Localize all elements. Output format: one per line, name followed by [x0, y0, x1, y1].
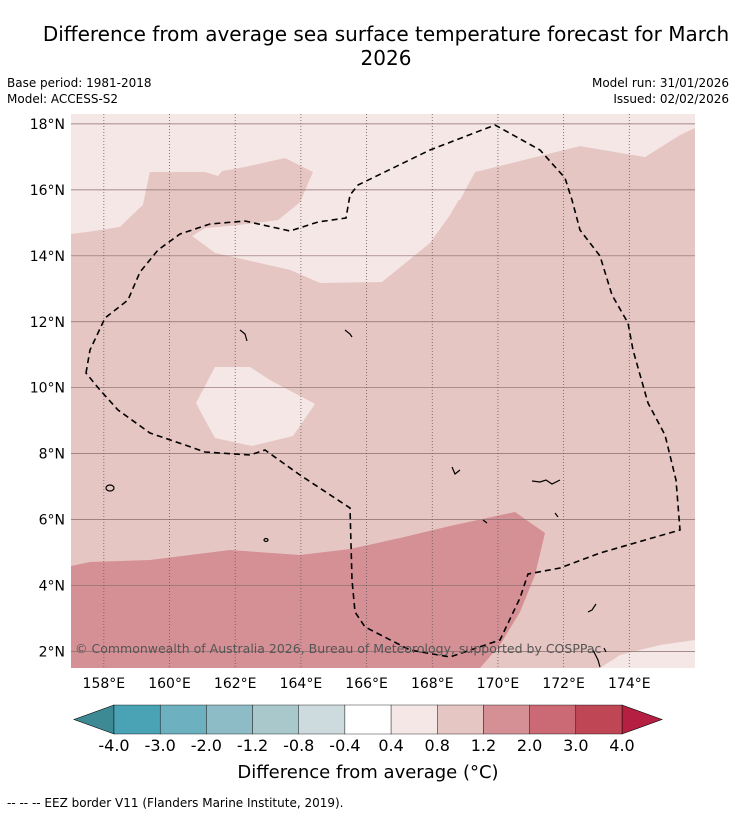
island-marker: [482, 519, 488, 524]
anomaly-region-0.8-1.2-nw-patch: [71, 158, 313, 290]
colorbar-tick-label: -3.0: [145, 736, 176, 755]
longitude-tick-label: 158°E: [83, 676, 126, 692]
colorbar-under-arrow: [73, 704, 115, 735]
longitude-tick-label: 160°E: [148, 676, 191, 692]
colorbar-segment: [252, 704, 299, 735]
island-marker: [603, 647, 607, 653]
copyright-text: © Commonwealth of Australia 2026, Bureau…: [75, 641, 601, 656]
island-marker: [587, 603, 597, 613]
colorbar-tick-label: 0.8: [425, 736, 450, 755]
latitude-tick-label: 6°N: [39, 513, 65, 529]
base-period-text: Base period: 1981-2018: [7, 76, 152, 90]
colorbar-tick-label: 2.0: [517, 736, 542, 755]
colorbar-tick-label: 1.2: [471, 736, 496, 755]
model-run-text: Model run: 31/01/2026: [591, 76, 729, 90]
colorbar-segment: [575, 704, 623, 735]
colorbar-tick-label: -0.8: [283, 736, 314, 755]
longitude-tick-label: 174°E: [608, 676, 651, 692]
longitude-tick-label: 170°E: [477, 676, 520, 692]
colorbar-tick-label: -4.0: [98, 736, 129, 755]
colorbar-label: Difference from average (°C): [237, 762, 499, 783]
island-marker: [451, 466, 461, 475]
colorbar-segment: [529, 704, 577, 735]
colorbar-over-arrow: [621, 704, 663, 735]
longitude-tick-label: 162°E: [214, 676, 257, 692]
anomaly-region-0.4-0.8-top: [71, 114, 695, 234]
islands: [105, 329, 607, 668]
latitude-tick-label: 8°N: [39, 447, 65, 463]
longitude-tick-label: 166°E: [345, 676, 388, 692]
colorbar-tick-label: -0.4: [329, 736, 360, 755]
latitude-tick-label: 10°N: [30, 381, 65, 397]
longitude-tick-label: 172°E: [542, 676, 585, 692]
latitude-tick-label: 2°N: [39, 645, 65, 661]
meta-right: Model run: 31/01/2026 Issued: 02/02/2026: [592, 75, 729, 107]
colorbar-tick-label: 0.4: [378, 736, 403, 755]
colorbar-segment: [344, 704, 392, 735]
anomaly-region-1.2-2.0-south: [71, 512, 545, 668]
map-plot-area: © Commonwealth of Australia 2026, Bureau…: [71, 114, 695, 668]
issued-text: Issued: 02/02/2026: [613, 92, 729, 106]
colorbar-tick-label: -2.0: [191, 736, 222, 755]
island-marker: [344, 329, 353, 338]
island-marker: [592, 649, 601, 668]
colorbar-segment: [159, 704, 207, 735]
longitude-tick-label: 168°E: [411, 676, 454, 692]
latitude-tick-label: 12°N: [30, 315, 65, 331]
colorbar-title: Difference from average (°C): [0, 762, 736, 783]
eez-footnote: -- -- -- EEZ border V11 (Flanders Marine…: [7, 796, 344, 810]
island-marker: [263, 537, 269, 543]
island-marker: [531, 479, 561, 485]
colorbar-segment: [206, 704, 253, 735]
island-marker: [105, 484, 115, 492]
anomaly-region-0.4-0.8-se: [600, 640, 695, 668]
latitude-tick-label: 16°N: [30, 183, 65, 199]
colorbar-tick-label: -1.2: [237, 736, 268, 755]
model-text: Model: ACCESS-S2: [7, 92, 119, 106]
eez-border: [85, 124, 681, 658]
longitude-tick-label: 164°E: [280, 676, 323, 692]
map-title: Difference from average sea surface temp…: [42, 22, 730, 70]
latitude-tick-label: 18°N: [30, 117, 65, 133]
colorbar-segment: [298, 704, 346, 735]
colorbar-segment: [390, 704, 438, 735]
colorbar-segment: [483, 704, 530, 735]
axis-tick-labels: 18°N 16°N 14°N 12°N 10°N 8°N 6°N 4°N 2°N 158°E 160…: [30, 117, 651, 692]
island-marker: [239, 329, 248, 342]
latitude-tick-label: 14°N: [30, 249, 65, 265]
colorbar-segment: [437, 704, 484, 735]
latitude-tick-label: 4°N: [39, 579, 65, 595]
colorbar: -4.0 -3.0 -2.0 -1.2 -0.8 -0.4 0.4 0.8 1.2 2.0 3.0 4…: [73, 704, 663, 755]
map-gridlines: [71, 114, 695, 668]
meta-left: Base period: 1981-2018 Model: ACCESS-S2: [7, 75, 152, 107]
colorbar-tick-label: 3.0: [563, 736, 588, 755]
colorbar-segment: [113, 704, 161, 735]
colorbar-tick-label: 4.0: [609, 736, 634, 755]
island-marker: [554, 512, 559, 518]
anomaly-region-0.4-0.8-central: [196, 367, 315, 446]
